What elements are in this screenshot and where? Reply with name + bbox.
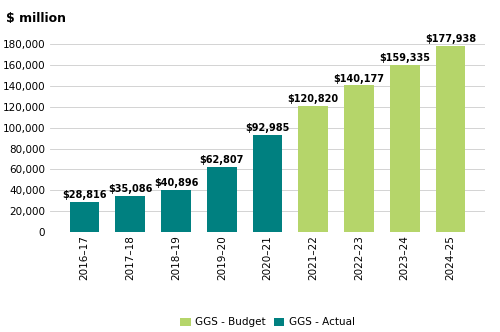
- Legend: GGS - Budget, GGS - Actual: GGS - Budget, GGS - Actual: [176, 313, 358, 332]
- Text: $177,938: $177,938: [425, 34, 476, 44]
- Bar: [252, 135, 282, 232]
- Text: $40,896: $40,896: [154, 178, 198, 188]
- Text: $35,086: $35,086: [108, 184, 152, 194]
- Text: $120,820: $120,820: [288, 94, 339, 104]
- Text: $ million: $ million: [6, 12, 66, 25]
- Text: $28,816: $28,816: [62, 190, 107, 200]
- Bar: [207, 167, 236, 232]
- Bar: [70, 202, 100, 232]
- Bar: [344, 85, 374, 232]
- Text: $159,335: $159,335: [379, 53, 430, 63]
- Text: $62,807: $62,807: [200, 155, 244, 165]
- Bar: [161, 190, 191, 232]
- Text: $92,985: $92,985: [246, 123, 290, 133]
- Bar: [390, 65, 420, 232]
- Text: $140,177: $140,177: [334, 74, 384, 84]
- Bar: [116, 196, 145, 232]
- Bar: [436, 46, 465, 232]
- Bar: [298, 106, 328, 232]
